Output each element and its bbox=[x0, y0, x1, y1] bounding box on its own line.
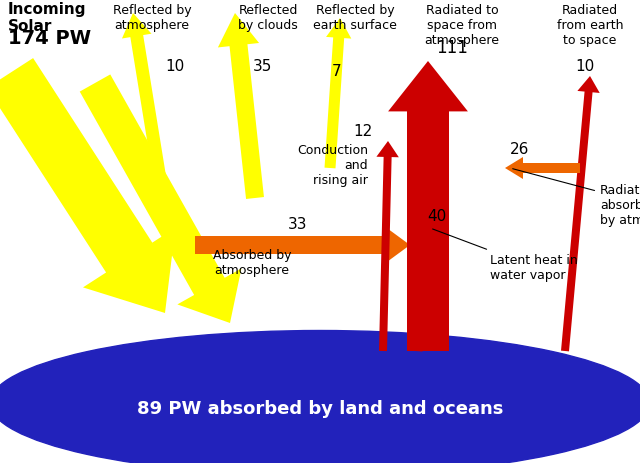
Text: Latent heat in
water vapor: Latent heat in water vapor bbox=[433, 230, 578, 282]
Text: Reflected
by clouds: Reflected by clouds bbox=[238, 4, 298, 32]
FancyArrow shape bbox=[505, 158, 580, 180]
Text: 7: 7 bbox=[332, 64, 342, 79]
FancyArrow shape bbox=[561, 77, 600, 351]
FancyArrow shape bbox=[0, 59, 175, 313]
Text: Radiated to
space from
atmosphere: Radiated to space from atmosphere bbox=[424, 4, 499, 47]
Text: 174 PW: 174 PW bbox=[8, 29, 91, 48]
Text: 26: 26 bbox=[510, 142, 529, 156]
FancyArrow shape bbox=[376, 142, 399, 351]
FancyArrow shape bbox=[218, 14, 264, 200]
Text: Absorbed by
atmosphere: Absorbed by atmosphere bbox=[212, 249, 291, 276]
Text: 33: 33 bbox=[288, 217, 308, 232]
Text: 12: 12 bbox=[354, 124, 373, 139]
Text: 111: 111 bbox=[436, 39, 468, 57]
Text: 35: 35 bbox=[252, 59, 272, 74]
Text: Incoming
Solar: Incoming Solar bbox=[8, 2, 86, 34]
FancyArrow shape bbox=[388, 62, 468, 351]
Text: 89 PW absorbed by land and oceans: 89 PW absorbed by land and oceans bbox=[137, 399, 503, 417]
Ellipse shape bbox=[0, 331, 640, 463]
Text: Conduction
and
rising air: Conduction and rising air bbox=[297, 144, 368, 187]
Text: 10: 10 bbox=[165, 59, 184, 74]
Text: Radiation
absorbed
by atmosphere: Radiation absorbed by atmosphere bbox=[513, 169, 640, 226]
Text: Reflected by
earth surface: Reflected by earth surface bbox=[313, 4, 397, 32]
FancyArrow shape bbox=[324, 19, 351, 169]
FancyArrow shape bbox=[122, 14, 170, 200]
FancyArrow shape bbox=[408, 112, 445, 352]
Text: Radiated
from earth
to space: Radiated from earth to space bbox=[557, 4, 623, 47]
Text: Reflected by
atmosphere: Reflected by atmosphere bbox=[113, 4, 191, 32]
FancyArrow shape bbox=[195, 225, 410, 265]
Text: 40: 40 bbox=[427, 208, 446, 224]
Text: 10: 10 bbox=[575, 59, 595, 74]
FancyArrow shape bbox=[80, 75, 241, 323]
